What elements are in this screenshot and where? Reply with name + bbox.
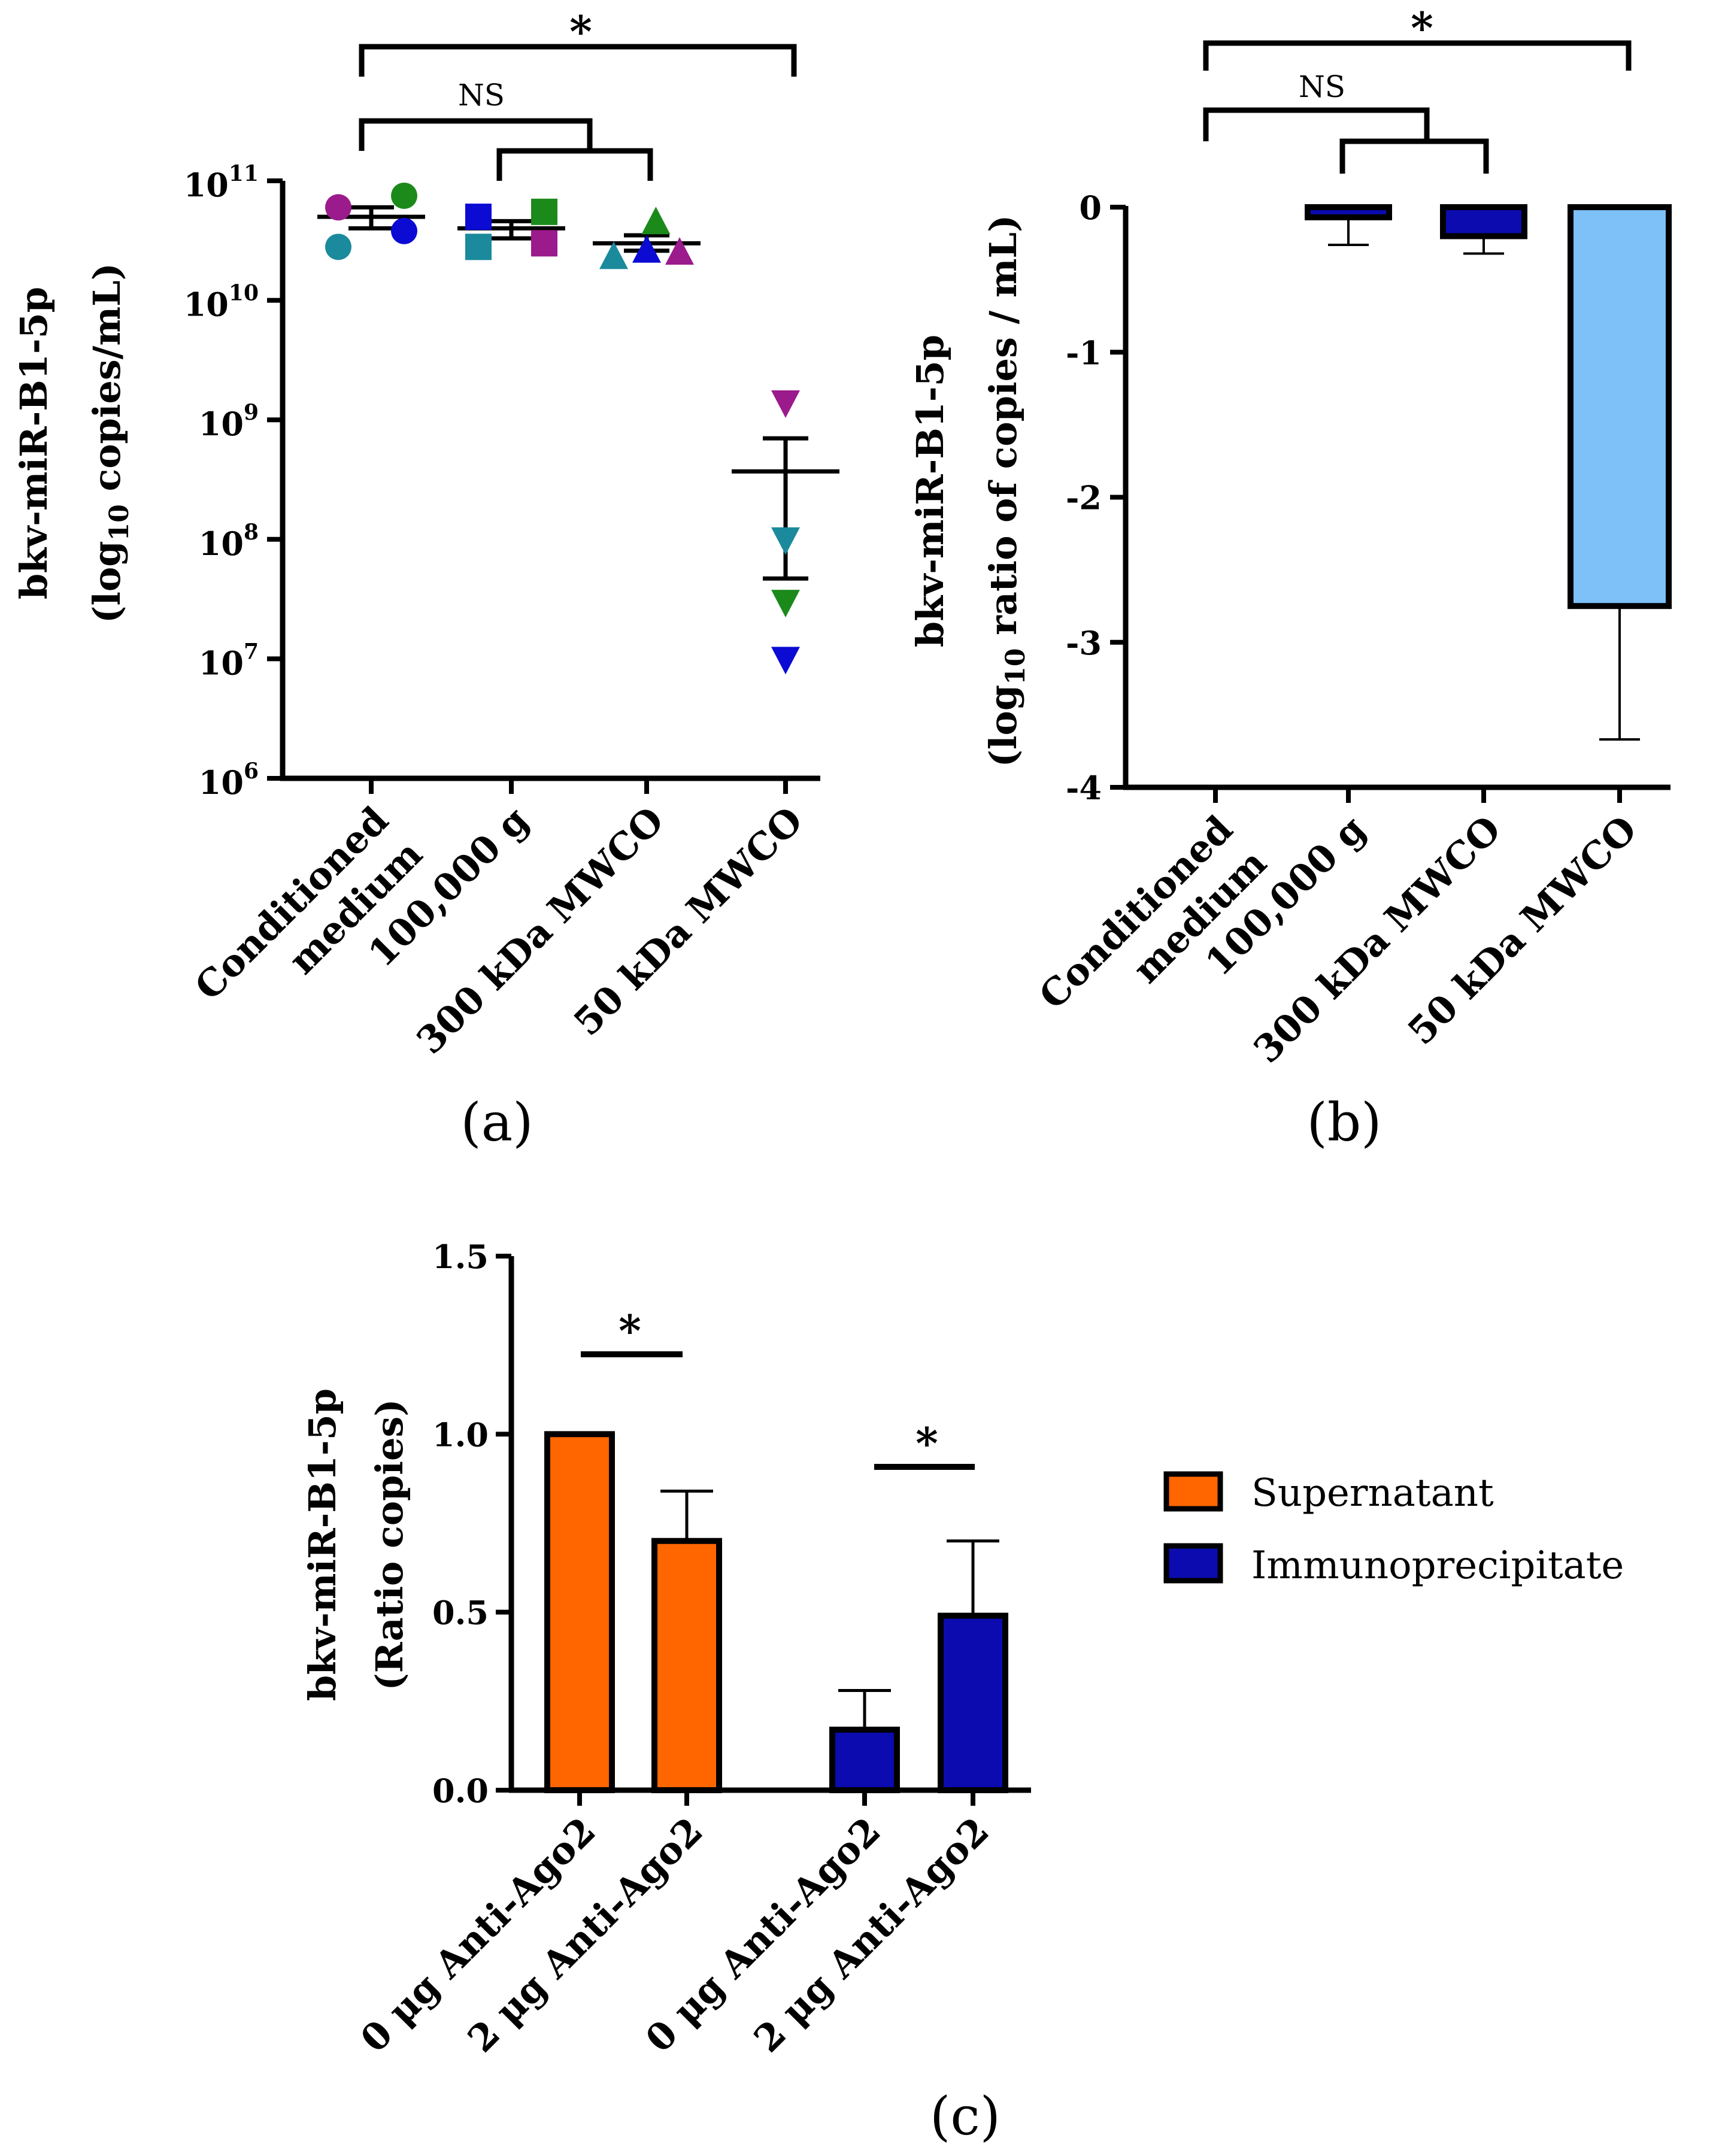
legend-label-immunoprecipitate: Immunoprecipitate: [1251, 1544, 1624, 1588]
panel-a-y-tick-label: 106: [199, 759, 259, 802]
panel-b-y-tick-label: -1: [1066, 333, 1102, 372]
panel-c-bar: [651, 1538, 722, 1794]
panel-a-annotations: * NS: [359, 6, 797, 181]
panel-a-y-tick-label: 108: [199, 520, 259, 563]
panel-a-x-tick-label: 50 kDa MWCO: [565, 798, 811, 1044]
panel-a-axes: [280, 181, 820, 781]
panel-a-data-point: [325, 234, 351, 260]
panel-a-ns-bracket-outer: [359, 118, 593, 151]
panel-c-star-2: *: [915, 1418, 938, 1469]
legend-swatch-supernatant: [1163, 1471, 1223, 1512]
panel-b-bar: [1305, 204, 1392, 220]
panel-a-ylabel-line2: (log10 copies/mL): [85, 263, 135, 623]
panel-c-annotations: * *: [581, 1305, 975, 1470]
panel-c-y-axis-label: bkv-miR-B1-5p (Ratio copies): [301, 1388, 411, 1701]
panel-a-data-point: [465, 234, 492, 260]
panel-b-ns-bracket-outer: [1203, 107, 1430, 141]
panel-c-y-tick-label: 0.0: [432, 1772, 489, 1810]
panel-a-data-point: [391, 182, 417, 209]
panel-a-x-tick-label: 300 kDa MWCO: [408, 798, 672, 1062]
panel-a-data-point: [632, 235, 661, 263]
panel-b-y-tick-label: 0: [1079, 189, 1102, 227]
panel-b-ylabel-line2: (log10 ratio of copies / mL): [981, 215, 1031, 768]
panel-c-y-tick-label: 1.5: [432, 1238, 489, 1276]
panel-b-ns-bracket-inner: [1339, 138, 1489, 174]
panel-b-x-tick-label: 300 kDa MWCO: [1245, 807, 1509, 1071]
panel-b-bars: [1305, 204, 1672, 741]
panel-a-star-bracket: [359, 44, 797, 77]
panel-a-y-tick-label: 109: [199, 400, 259, 443]
panel-c-bar: [829, 1726, 900, 1794]
panel-b: bkv-miR-B1-5p (log10 ratio of copies / m…: [908, 2, 1672, 1153]
panel-a-y-tick-label: 1010: [184, 281, 259, 324]
panel-c-star-1: *: [619, 1305, 641, 1356]
panel-a-data-point: [771, 590, 800, 618]
panel-a-x-tick-label-line: 300 kDa MWCO: [408, 798, 672, 1062]
panel-b-label: (b): [1307, 1091, 1382, 1153]
panel-c-ylabel-line2: (Ratio copies): [368, 1399, 411, 1690]
panel-b-star: *: [1411, 2, 1433, 53]
panel-b-x-tick-label: 50 kDa MWCO: [1399, 807, 1645, 1053]
panel-c: bkv-miR-B1-5p (Ratio copies) 0.0 0.5 1.0 1.…: [301, 1238, 1624, 2147]
panel-c-y-ticks: 0.0 0.5 1.0 1.5: [432, 1238, 511, 1810]
panel-b-bar: [1568, 204, 1672, 609]
panel-b-y-axis-label: bkv-miR-B1-5p (log10 ratio of copies / m…: [908, 215, 1031, 768]
panel-c-bar: [544, 1431, 615, 1793]
panel-b-x-tick-label-line: 300 kDa MWCO: [1245, 807, 1509, 1071]
panel-a-x-tick-label-line: 50 kDa MWCO: [565, 798, 811, 1044]
panel-b-ylabel-line1: bkv-miR-B1-5p: [908, 335, 952, 647]
panel-c-y-tick-label: 1.0: [432, 1415, 489, 1454]
panel-a-data-point: [641, 207, 671, 235]
panel-b-star-bracket: [1203, 40, 1632, 71]
panel-c-legend: Supernatant Immunoprecipitate: [1163, 1471, 1624, 1588]
panel-c-ylabel-line1: bkv-miR-B1-5p: [301, 1388, 344, 1701]
panel-a-data-point: [391, 217, 417, 244]
panel-b-y-tick-label: -2: [1066, 479, 1102, 517]
panel-b-ns: NS: [1299, 69, 1345, 104]
panel-a-data-point: [531, 198, 557, 225]
panel-b-x-tick-label-line: 50 kDa MWCO: [1399, 807, 1645, 1053]
panel-a-data-point: [665, 237, 694, 265]
panel-a-data-point: [771, 647, 800, 675]
panel-a-y-tick-label: 1011: [184, 161, 259, 204]
panel-a-ns: NS: [458, 78, 505, 113]
panel-b-y-ticks: 0 -1 -2 -3 -4: [1066, 189, 1126, 807]
panel-c-y-tick-label: 0.5: [432, 1594, 489, 1632]
panel-a-data-point: [599, 241, 628, 269]
panel-a-ns-bracket-inner: [496, 148, 653, 181]
panel-a-data-point: [771, 527, 800, 555]
panel-b-y-tick-label: -4: [1066, 769, 1102, 807]
panel-a-y-tick-label: 107: [199, 639, 259, 682]
panel-b-y-tick-label: -3: [1066, 624, 1102, 662]
panel-a-label: (a): [460, 1091, 533, 1153]
panel-b-bar: [1440, 204, 1527, 239]
panel-c-bar: [938, 1612, 1008, 1793]
panel-c-bars: [544, 1431, 1008, 1794]
legend-swatch-immunoprecipitate: [1163, 1543, 1223, 1584]
panel-a: bkv-miR-B1-5p (log10 copies/mL) 1011 1010…: [12, 6, 839, 1153]
panel-c-label: (c): [930, 2085, 1001, 2147]
panel-a-data-point: [531, 230, 557, 257]
panel-a-data-point: [325, 194, 351, 221]
panel-a-data-point: [771, 390, 800, 419]
panel-a-ylabel-line1: bkv-miR-B1-5p: [12, 287, 56, 599]
panel-b-annotations: * NS: [1203, 2, 1632, 174]
panel-a-y-ticks: 1011 1010 109 108 107 106: [184, 161, 283, 802]
legend-label-supernatant: Supernatant: [1251, 1471, 1494, 1515]
panel-a-summary: [317, 205, 839, 581]
panel-a-data-point: [465, 204, 492, 231]
panel-a-star: *: [569, 6, 592, 57]
panel-a-points: [325, 182, 800, 675]
panel-a-y-axis-label: bkv-miR-B1-5p (log10 copies/mL): [12, 263, 135, 623]
